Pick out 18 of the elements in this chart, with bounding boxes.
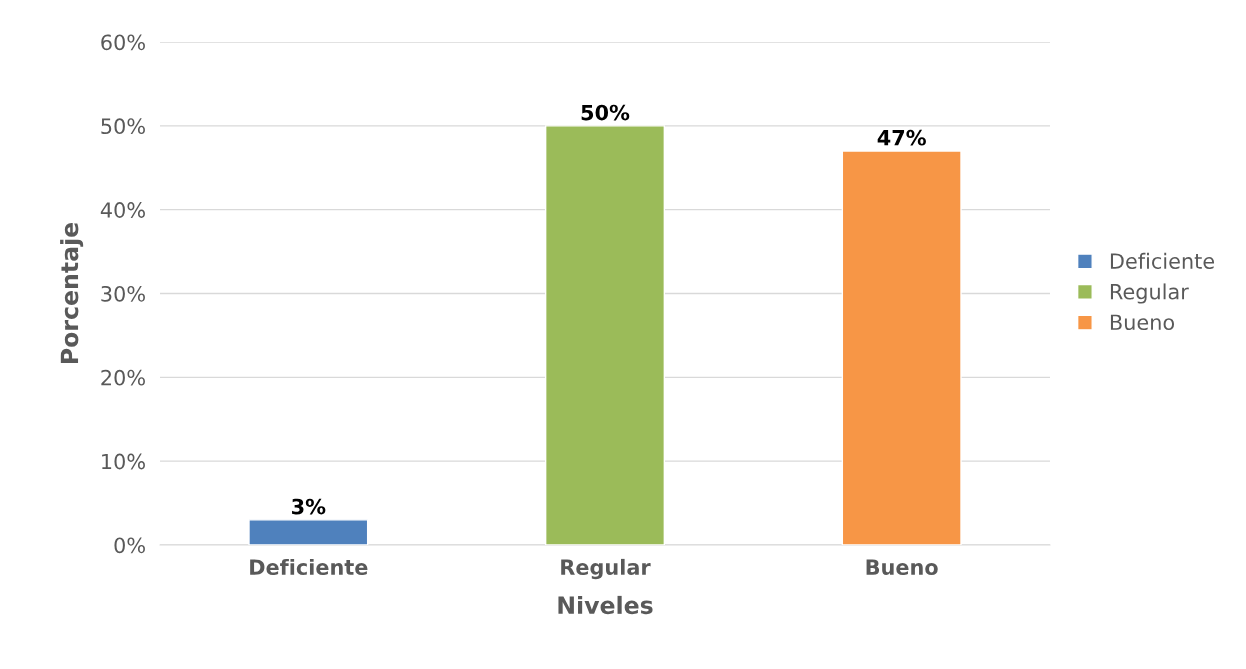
y-tick-label: 60% [101, 34, 145, 51]
x-tick-label: Deficiente [250, 558, 368, 576]
y-tick-label: 10% [102, 453, 145, 470]
y-tick-label: 50% [101, 118, 145, 135]
data-label: 50% [581, 104, 630, 121]
x-axis-title: Niveles [558, 595, 653, 615]
data-label: 47% [877, 129, 926, 146]
x-tick-label: Regular [561, 558, 651, 580]
legend-label: Regular [1110, 283, 1189, 304]
y-tick-label: 40% [100, 202, 145, 218]
data-label: 3% [292, 498, 326, 515]
y-tick-label: 0% [114, 537, 145, 554]
y-tick-label: 20% [101, 369, 145, 386]
y-tick-label: 30% [101, 285, 145, 302]
legend-label: Deficiente [1110, 252, 1215, 269]
x-tick-label: Bueno [866, 559, 938, 576]
legend-label: Bueno [1110, 314, 1175, 331]
y-axis-title: Porcentaje [60, 222, 84, 363]
